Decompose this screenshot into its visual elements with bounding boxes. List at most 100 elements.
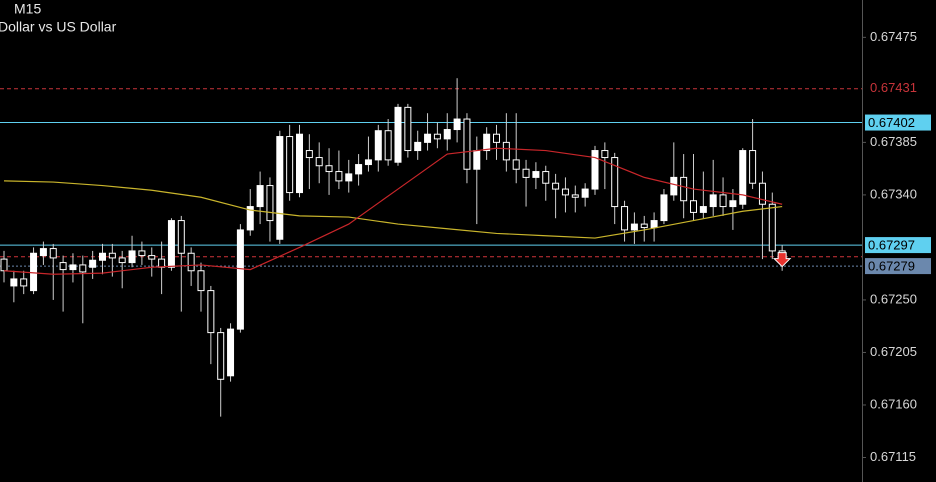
candle-body xyxy=(296,133,303,194)
candle-body xyxy=(20,278,28,287)
y-tick-label: 0.67475 xyxy=(870,29,917,44)
candle-body xyxy=(453,118,461,131)
candle-body xyxy=(246,206,254,231)
candle-body xyxy=(177,220,185,254)
candle-body xyxy=(670,176,678,196)
candle-body xyxy=(227,328,235,377)
candle-body xyxy=(522,168,530,178)
candle-body xyxy=(167,220,175,268)
candle-body xyxy=(433,133,441,140)
candle-body xyxy=(739,150,747,205)
candle-body xyxy=(512,159,520,170)
price-level-label: 0.67431 xyxy=(870,80,917,95)
candle-body xyxy=(709,194,717,208)
candle-body xyxy=(59,262,67,271)
candle-body xyxy=(591,150,599,190)
candle-body xyxy=(89,259,97,268)
price-level-box xyxy=(865,258,931,275)
candle-body xyxy=(630,223,638,231)
price-level-label: 0.67297 xyxy=(868,238,915,253)
candle-body xyxy=(325,165,333,173)
candle-body xyxy=(601,150,609,159)
candle-body xyxy=(690,200,697,213)
candle-body xyxy=(207,290,215,334)
candle-body xyxy=(404,106,412,152)
candle-body xyxy=(483,133,491,152)
candle-body xyxy=(699,206,707,213)
candle-body xyxy=(118,257,126,264)
candle-body xyxy=(424,133,432,143)
y-tick-label: 0.67115 xyxy=(870,449,916,464)
candle-body xyxy=(758,182,766,205)
candle-body xyxy=(473,150,481,170)
candle-body xyxy=(542,171,550,184)
candle-body xyxy=(374,130,382,161)
candle-body xyxy=(69,264,77,271)
candle-body xyxy=(611,157,619,208)
candle-body xyxy=(305,150,313,159)
candle-body xyxy=(99,252,106,261)
candle-body xyxy=(443,129,451,140)
candle-body xyxy=(493,133,500,143)
candle-body xyxy=(286,136,294,194)
y-tick-label: 0.67385 xyxy=(870,134,917,149)
candle-body xyxy=(364,159,372,166)
candle-body xyxy=(768,203,776,252)
candle-body xyxy=(719,194,727,208)
candle-body xyxy=(197,270,205,292)
candle-body xyxy=(315,157,323,167)
candle-body xyxy=(138,250,146,257)
y-tick-label: 0.67205 xyxy=(870,344,917,359)
candle-body xyxy=(640,223,648,229)
candle-body xyxy=(187,252,195,272)
candle-body xyxy=(552,182,560,190)
price-level-box xyxy=(865,114,931,131)
moving-average xyxy=(3,180,783,239)
candle-body xyxy=(680,176,688,202)
candle-body xyxy=(384,130,392,161)
candle-body xyxy=(345,173,353,182)
candle-body xyxy=(463,118,471,170)
candle-body xyxy=(749,150,757,184)
candle-body xyxy=(79,264,87,273)
candle-body xyxy=(10,278,18,287)
candle-body xyxy=(128,250,136,264)
candle-body xyxy=(532,171,540,178)
chart-subtitle: Dollar vs US Dollar xyxy=(0,19,117,35)
y-tick-label: 0.67340 xyxy=(870,186,917,201)
price-level-box xyxy=(865,237,931,254)
candle-body xyxy=(236,229,244,330)
candle-body xyxy=(256,185,264,208)
y-tick-label: 0.67250 xyxy=(870,291,917,306)
candle-body xyxy=(158,258,166,268)
candle-body xyxy=(148,255,156,260)
moving-average xyxy=(3,147,783,275)
candle-body xyxy=(0,258,8,272)
candle-body xyxy=(355,164,363,175)
candle-body xyxy=(650,220,658,229)
candle-body xyxy=(49,248,57,259)
chart-title: M15 xyxy=(14,1,41,17)
candle-body xyxy=(39,248,47,257)
candle-body xyxy=(660,194,668,222)
candle-body xyxy=(30,252,38,292)
sell-arrow xyxy=(772,252,792,268)
candle-body xyxy=(571,194,579,198)
candle-body xyxy=(217,332,225,380)
candle-body xyxy=(621,206,629,231)
candle-body xyxy=(414,141,422,152)
y-tick-label: 0.67160 xyxy=(870,396,917,411)
price-level-label: 0.67279 xyxy=(868,259,915,274)
candle-body xyxy=(108,252,116,259)
price-level-label: 0.67402 xyxy=(868,115,915,130)
candle-body xyxy=(502,141,510,161)
candle-body xyxy=(266,185,274,222)
candle-body xyxy=(276,136,284,240)
candle-body xyxy=(561,188,569,196)
candle-body xyxy=(581,188,589,198)
candle-body xyxy=(394,106,402,163)
candle-body xyxy=(335,171,343,182)
candle-body xyxy=(729,200,737,208)
